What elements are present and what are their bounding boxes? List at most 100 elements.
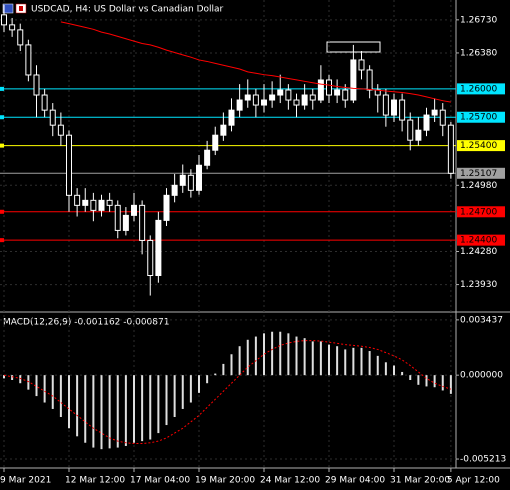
macd-bar [344,349,347,376]
candle-body [358,59,365,71]
candle-body [244,94,251,101]
macd-bar [68,375,70,429]
macd-bar [100,375,103,450]
macd-bar [303,338,306,376]
x-tick-label: 31 Mar 20:00 [390,476,450,486]
candle-body [25,44,32,76]
macd-bar [409,375,412,380]
candle-body [17,29,24,46]
candle-body [317,79,324,101]
candle-body [187,174,194,191]
candle-body [41,94,48,111]
macd-bar [246,339,249,376]
chart-title: USDCAD, H4: US Dollar vs Canadian Dollar [31,5,224,15]
macd-bar [295,336,298,376]
candle-body [285,89,292,101]
candle-body [122,214,129,231]
macd-bar [319,341,322,376]
level-label-box [457,140,505,152]
candle-body [171,184,178,196]
macd-bar [271,331,274,376]
macd-bar [230,354,233,376]
macd-bar [417,375,420,385]
y-tick-label: 0.000000 [460,371,503,381]
candle-body [139,204,146,241]
candle-body [131,204,137,216]
macd-bar [441,375,444,391]
macd-bar [206,375,209,384]
candle-body [431,109,438,116]
symbol-flag-icon [19,6,23,11]
symbol-flag-icon [2,3,14,14]
macd-bar [133,375,135,443]
macd-bar [149,375,152,440]
candle-body [163,194,170,221]
current-price-box [457,167,505,179]
y-tick-label: 1.26730 [460,15,497,25]
candle-body [228,109,235,126]
macd-bar [35,375,38,397]
macd-bar [238,346,241,376]
x-tick-label: 17 Mar 04:00 [130,476,190,486]
candle-body [236,99,243,111]
candle-body [391,99,397,116]
macd-bar [51,375,54,409]
macd-bar [198,375,200,393]
macd-bar [222,363,225,376]
macd-bar [368,351,371,376]
level-label-box [457,234,505,246]
macd-bar [19,375,22,384]
macd-bar [336,346,339,376]
level-label: 1.26000 [460,84,497,94]
candle-body [334,89,341,96]
x-tick-label: 5 Apr 12:00 [447,476,500,486]
level-marker [0,238,4,243]
macd-bar [157,375,160,434]
candle-body [33,74,40,96]
x-tick-label: 19 Mar 20:00 [195,476,255,486]
macd-bar [433,375,436,388]
macd-bar [165,375,168,426]
candle-body [49,109,56,126]
candle-body [196,164,202,191]
level-label: 1.24700 [460,207,497,217]
macd-bar [449,375,452,394]
indicator-title: MACD(12,26,9) -0.001162 -0.000871 [3,318,169,328]
candle-body [342,89,349,101]
level-label-box [457,83,505,95]
macd-bar [84,375,87,443]
macd-bar [214,373,217,376]
macd-bar [376,355,379,376]
candle-body [220,124,227,136]
candle-body [326,79,332,96]
macd-bar [92,375,95,448]
candle-body [1,14,7,26]
macd-bar [393,365,395,376]
candle-body [366,69,373,91]
candle-body [82,199,89,206]
macd-bar [254,336,257,376]
candle-body [204,149,211,166]
x-tick-label: 9 Mar 2021 [0,476,51,486]
candle-body [261,99,267,106]
macd-bar [425,375,428,387]
macd-bar [384,362,387,376]
candle-body [106,199,113,206]
level-marker [0,115,4,120]
macd-bar [116,375,119,448]
level-label: 1.25400 [460,141,497,151]
macd-bar [43,375,46,403]
candle-body [269,94,276,101]
macd-bar [173,375,176,417]
macd-bar [311,341,314,376]
candle-body [147,239,154,277]
macd-bar [360,347,363,376]
macd-bar [27,375,30,390]
candle-body [301,94,308,106]
moving-average-line [60,21,451,103]
candle-body [309,94,316,101]
macd-bar [11,375,14,380]
macd-bar [287,333,290,376]
